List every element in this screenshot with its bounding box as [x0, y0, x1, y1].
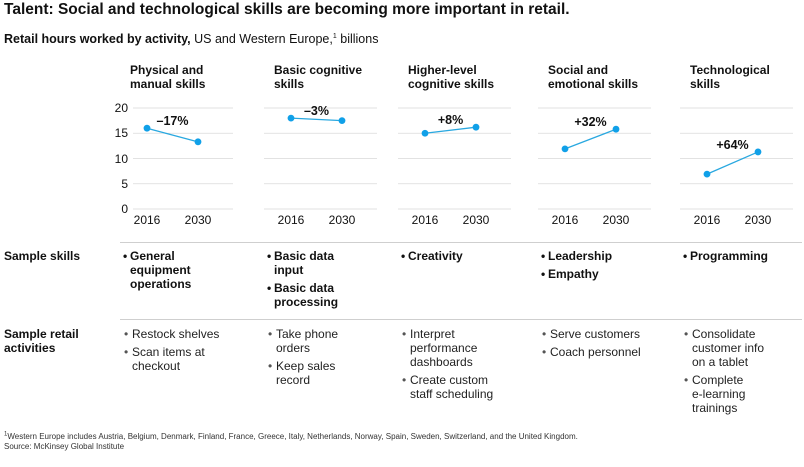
- series-line: [424, 126, 477, 134]
- sample-activities-label: Sample retail activities: [4, 327, 79, 355]
- x-tick-label: 2030: [463, 213, 490, 227]
- x-tick-label: 2030: [603, 213, 630, 227]
- y-tick-label: 15: [114, 126, 128, 141]
- skill-item: Basic data processing: [267, 281, 392, 309]
- skills-cell: Programming: [683, 249, 804, 267]
- activity-item: Coach personnel: [542, 345, 667, 359]
- panel-title: Physical and manual skills: [130, 63, 206, 91]
- activities-cell: Take phone orders Keep sales record: [268, 327, 393, 391]
- subtitle-footnote-mark: 1: [332, 32, 337, 40]
- activity-item: Interpret performance dashboards: [402, 327, 527, 369]
- subtitle-normal: US and Western Europe,: [190, 32, 333, 46]
- activity-item: Consolidate customer info on a tablet: [684, 327, 804, 369]
- skill-item: General equipment operations: [123, 249, 248, 291]
- skill-item: Basic data input: [267, 249, 392, 277]
- skills-cell: Creativity: [401, 249, 526, 267]
- panel-chart: –3% 2016 2030: [264, 104, 377, 227]
- y-tick-label: 10: [114, 151, 128, 166]
- x-tick-label: 2016: [552, 213, 579, 227]
- change-label: –17%: [157, 114, 189, 128]
- x-tick-label: 2030: [185, 213, 212, 227]
- activity-item: Serve customers: [542, 327, 667, 341]
- y-tick-label: 20: [114, 101, 128, 115]
- activity-item: Create custom staff scheduling: [402, 373, 527, 401]
- change-label: +64%: [716, 138, 748, 152]
- series-line: [290, 117, 343, 122]
- change-label: +32%: [574, 115, 606, 129]
- panel-title: Social and emotional skills: [548, 63, 639, 91]
- series-line: [706, 151, 759, 175]
- x-tick-label: 2016: [134, 213, 161, 227]
- data-point: [338, 117, 346, 125]
- data-point: [612, 125, 620, 133]
- chart-subtitle: Retail hours worked by activity, US and …: [4, 32, 378, 46]
- skills-cell: General equipment operations: [123, 249, 248, 295]
- activity-item: Complete e-learning trainings: [684, 373, 804, 415]
- activities-cell: Interpret performance dashboards Create c…: [402, 327, 527, 405]
- data-point: [287, 114, 295, 122]
- panel-title: Basic cognitive skills: [274, 63, 363, 91]
- skill-item: Programming: [683, 249, 804, 263]
- panel-chart: +8% 2016 2030: [398, 107, 511, 227]
- panel-chart: –17% 2016 2030: [133, 107, 233, 227]
- footnote-mark: 1: [4, 431, 8, 438]
- activity-item: Take phone orders: [268, 327, 393, 355]
- activity-item: Restock shelves: [124, 327, 249, 341]
- skill-item: Leadership: [541, 249, 666, 263]
- page-title: Talent: Social and technological skills …: [4, 1, 570, 18]
- activities-cell: Consolidate customer info on a tabletCom…: [684, 327, 804, 419]
- panel-chart: +32% 2016 2030: [538, 107, 651, 227]
- panel-title: Technological skills: [690, 63, 770, 91]
- x-tick-label: 2030: [745, 213, 772, 227]
- x-tick-label: 2016: [694, 213, 721, 227]
- x-tick-label: 2016: [412, 213, 439, 227]
- footnote: 1Western Europe includes Austria, Belgiu…: [4, 431, 578, 452]
- data-point: [143, 124, 151, 132]
- change-label: +8%: [438, 113, 463, 127]
- series-line: [146, 127, 199, 143]
- activity-item: Scan items at checkout: [124, 345, 249, 373]
- data-point: [703, 170, 711, 178]
- x-tick-label: 2030: [329, 213, 356, 227]
- data-point: [194, 138, 202, 146]
- skill-item: Creativity: [401, 249, 526, 263]
- x-tick-label: 2016: [278, 213, 305, 227]
- activity-item: Keep sales record: [268, 359, 393, 387]
- series-line: [564, 128, 617, 150]
- footnote-text: Western Europe includes Austria, Belgium…: [7, 432, 578, 441]
- subtitle-bold: Retail hours worked by activity,: [4, 32, 191, 46]
- divider-activities: [120, 319, 802, 320]
- skill-item: Empathy: [541, 267, 666, 281]
- change-label: –3%: [304, 104, 329, 118]
- sample-skills-label: Sample skills: [4, 249, 81, 263]
- source-text: Source: McKinsey Global Institute: [4, 442, 125, 451]
- y-tick-label: 0: [121, 202, 128, 216]
- data-point: [754, 148, 762, 156]
- activities-cell: Serve customers Coach personnel: [542, 327, 667, 363]
- divider-skills: [120, 242, 802, 243]
- data-point: [421, 129, 429, 137]
- data-point: [561, 145, 569, 153]
- y-tick-label: 5: [121, 176, 128, 191]
- subtitle-tail: billions: [336, 32, 379, 46]
- skills-cell: Leadership Empathy: [541, 249, 666, 285]
- panel-chart: +64% 2016 2030: [680, 107, 793, 227]
- activities-cell: Restock shelves Scan items at checkout: [124, 327, 249, 377]
- panel-title: Higher-level cognitive skills: [408, 63, 495, 91]
- data-point: [472, 123, 480, 131]
- skills-cell: Basic data input Basic data processing: [267, 249, 392, 313]
